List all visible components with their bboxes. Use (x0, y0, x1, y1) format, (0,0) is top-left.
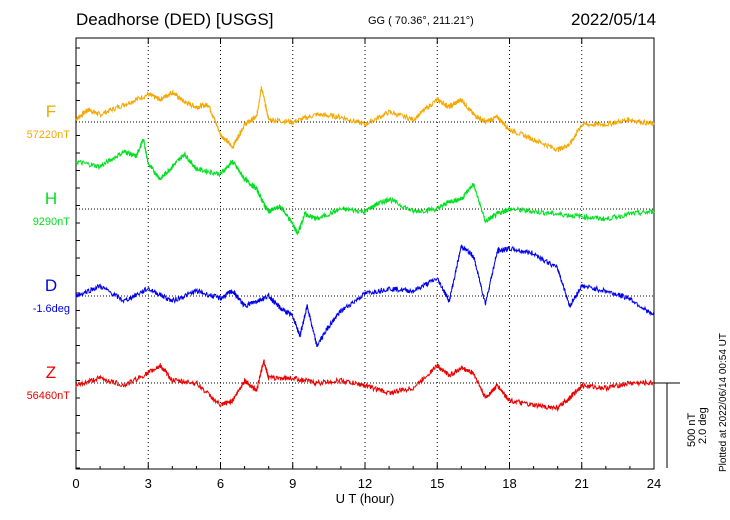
x-axis-label: U T (hour) (336, 491, 395, 506)
series-baseline-z: 56460nT (27, 390, 71, 402)
grid-lines (147, 38, 583, 469)
x-tick-label: 6 (217, 476, 224, 491)
x-tick-label: 9 (289, 476, 296, 491)
series-baseline-d: -1.6deg (33, 303, 70, 315)
series-baseline-f: 57220nT (27, 129, 71, 141)
x-tick-label: 18 (502, 476, 516, 491)
x-tick-label: 15 (430, 476, 444, 491)
x-axis-ticks: 0 3 6 9 12 15 18 21 24 (72, 38, 661, 491)
series-line-d (75, 244, 655, 348)
x-tick-label: 24 (647, 476, 661, 491)
x-tick-label: 21 (575, 476, 589, 491)
x-tick-label: 12 (358, 476, 372, 491)
date-label: 2022/05/14 (571, 10, 657, 29)
series-line-h (75, 138, 655, 236)
series-name-h: H (45, 189, 57, 208)
series-line-f (75, 86, 655, 153)
series-line-z (75, 359, 655, 413)
station-title: Deadhorse (DED) [USGS] (76, 10, 274, 29)
scale-bar (654, 382, 680, 468)
series-name-f: F (46, 102, 56, 121)
scale-angle-label: 2.0 deg (697, 407, 709, 444)
series-labels: F 57220nT H 9290nT D -1.6deg Z 56460nT (27, 102, 71, 402)
series-name-d: D (45, 276, 57, 295)
series-layer (75, 86, 655, 413)
series-baseline-h: 9290nT (33, 216, 71, 228)
coordinates-label: GG ( 70.36°, 211.21°) (368, 15, 474, 27)
x-tick-label: 3 (145, 476, 152, 491)
series-name-z: Z (46, 363, 56, 382)
plotted-timestamp: Plotted at 2022/06/14 00:54 UT (718, 333, 729, 472)
x-tick-label: 0 (72, 476, 79, 491)
